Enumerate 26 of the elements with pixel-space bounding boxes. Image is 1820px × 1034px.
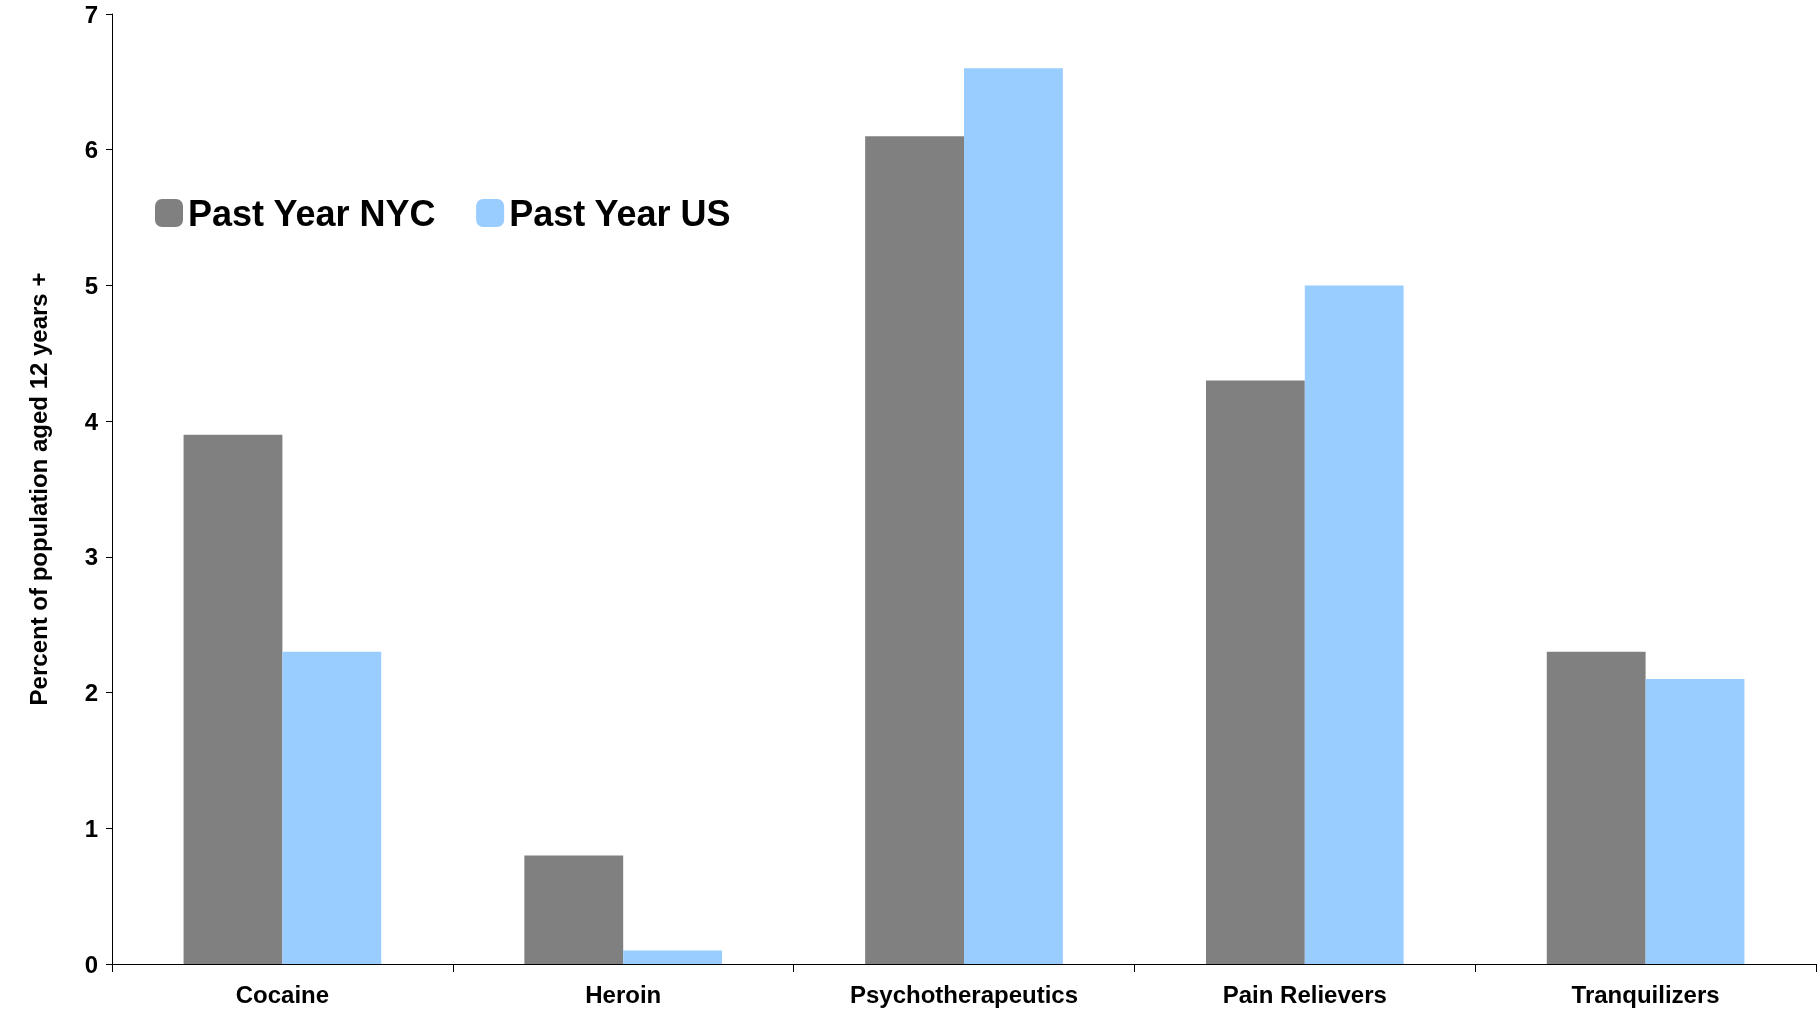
y-tick-label: 1 <box>84 814 98 842</box>
y-tick-label: 5 <box>84 271 98 299</box>
x-tick-label: Heroin <box>585 980 662 1008</box>
bar <box>1304 285 1404 964</box>
bar <box>282 651 382 964</box>
x-tick-label: Pain Relievers <box>1222 980 1387 1008</box>
bar <box>524 855 624 964</box>
y-tick-label: 3 <box>84 543 98 571</box>
bar <box>964 68 1063 964</box>
y-tick-label: 7 <box>84 0 98 28</box>
bar <box>623 950 723 964</box>
bar <box>1645 679 1745 964</box>
y-tick-label: 2 <box>84 679 98 707</box>
legend-label: Past Year NYC <box>188 192 436 234</box>
bar <box>1546 651 1646 964</box>
y-tick-label: 4 <box>84 407 99 435</box>
y-axis-title: Percent of population aged 12 years + <box>24 272 52 706</box>
x-tick-label: Cocaine <box>235 980 330 1008</box>
x-tick-label: Psychotherapeutics <box>849 980 1079 1008</box>
y-tick-label: 6 <box>84 136 98 164</box>
bar <box>183 434 283 964</box>
y-tick-label: 0 <box>84 950 98 978</box>
bar <box>1205 380 1305 964</box>
legend-label: Past Year US <box>509 192 731 234</box>
x-tick-label: Tranquilizers <box>1571 980 1720 1008</box>
bar <box>865 136 964 964</box>
